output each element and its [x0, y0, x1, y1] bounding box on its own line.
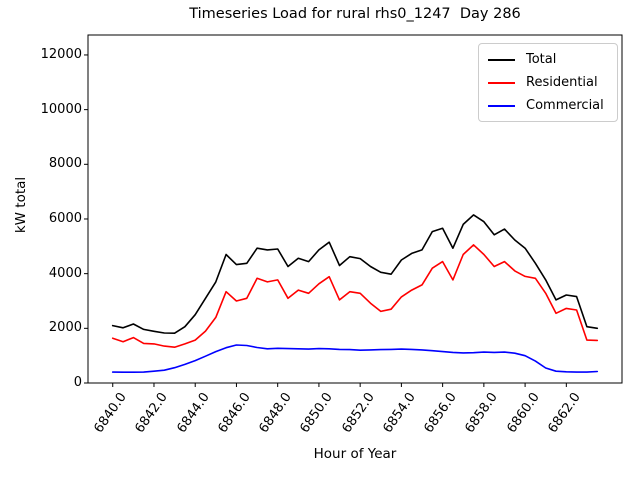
series-line-total	[111, 214, 599, 335]
commercial-line-swatch	[488, 104, 515, 107]
legend: Total Residential Commercial	[478, 43, 618, 122]
y-tick-label: 10000	[40, 101, 82, 117]
residential-line-swatch	[488, 81, 515, 84]
chart-title: Timeseries Load for rural rhs0_1247 Day …	[189, 6, 521, 22]
x-axis-label: Hour of Year	[313, 446, 397, 462]
legend-item-commercial: Commercial	[488, 97, 608, 114]
series-line-commercial	[111, 344, 599, 374]
legend-item-residential: Residential	[488, 74, 608, 91]
y-tick-label: 8000	[48, 156, 82, 172]
y-tick-label: 6000	[48, 210, 82, 226]
series-line-residential	[111, 244, 599, 349]
y-tick-label: 2000	[48, 320, 82, 336]
legend-label-total: Total	[526, 52, 557, 67]
total-line-swatch	[488, 58, 515, 61]
axes-frame	[87, 34, 623, 384]
y-tick-label: 12000	[40, 46, 82, 62]
y-tick-label: 0	[73, 375, 82, 390]
legend-item-total: Total	[488, 51, 608, 68]
legend-label-commercial: Commercial	[526, 98, 604, 113]
legend-label-residential: Residential	[526, 75, 598, 90]
y-tick-label: 4000	[48, 265, 82, 281]
